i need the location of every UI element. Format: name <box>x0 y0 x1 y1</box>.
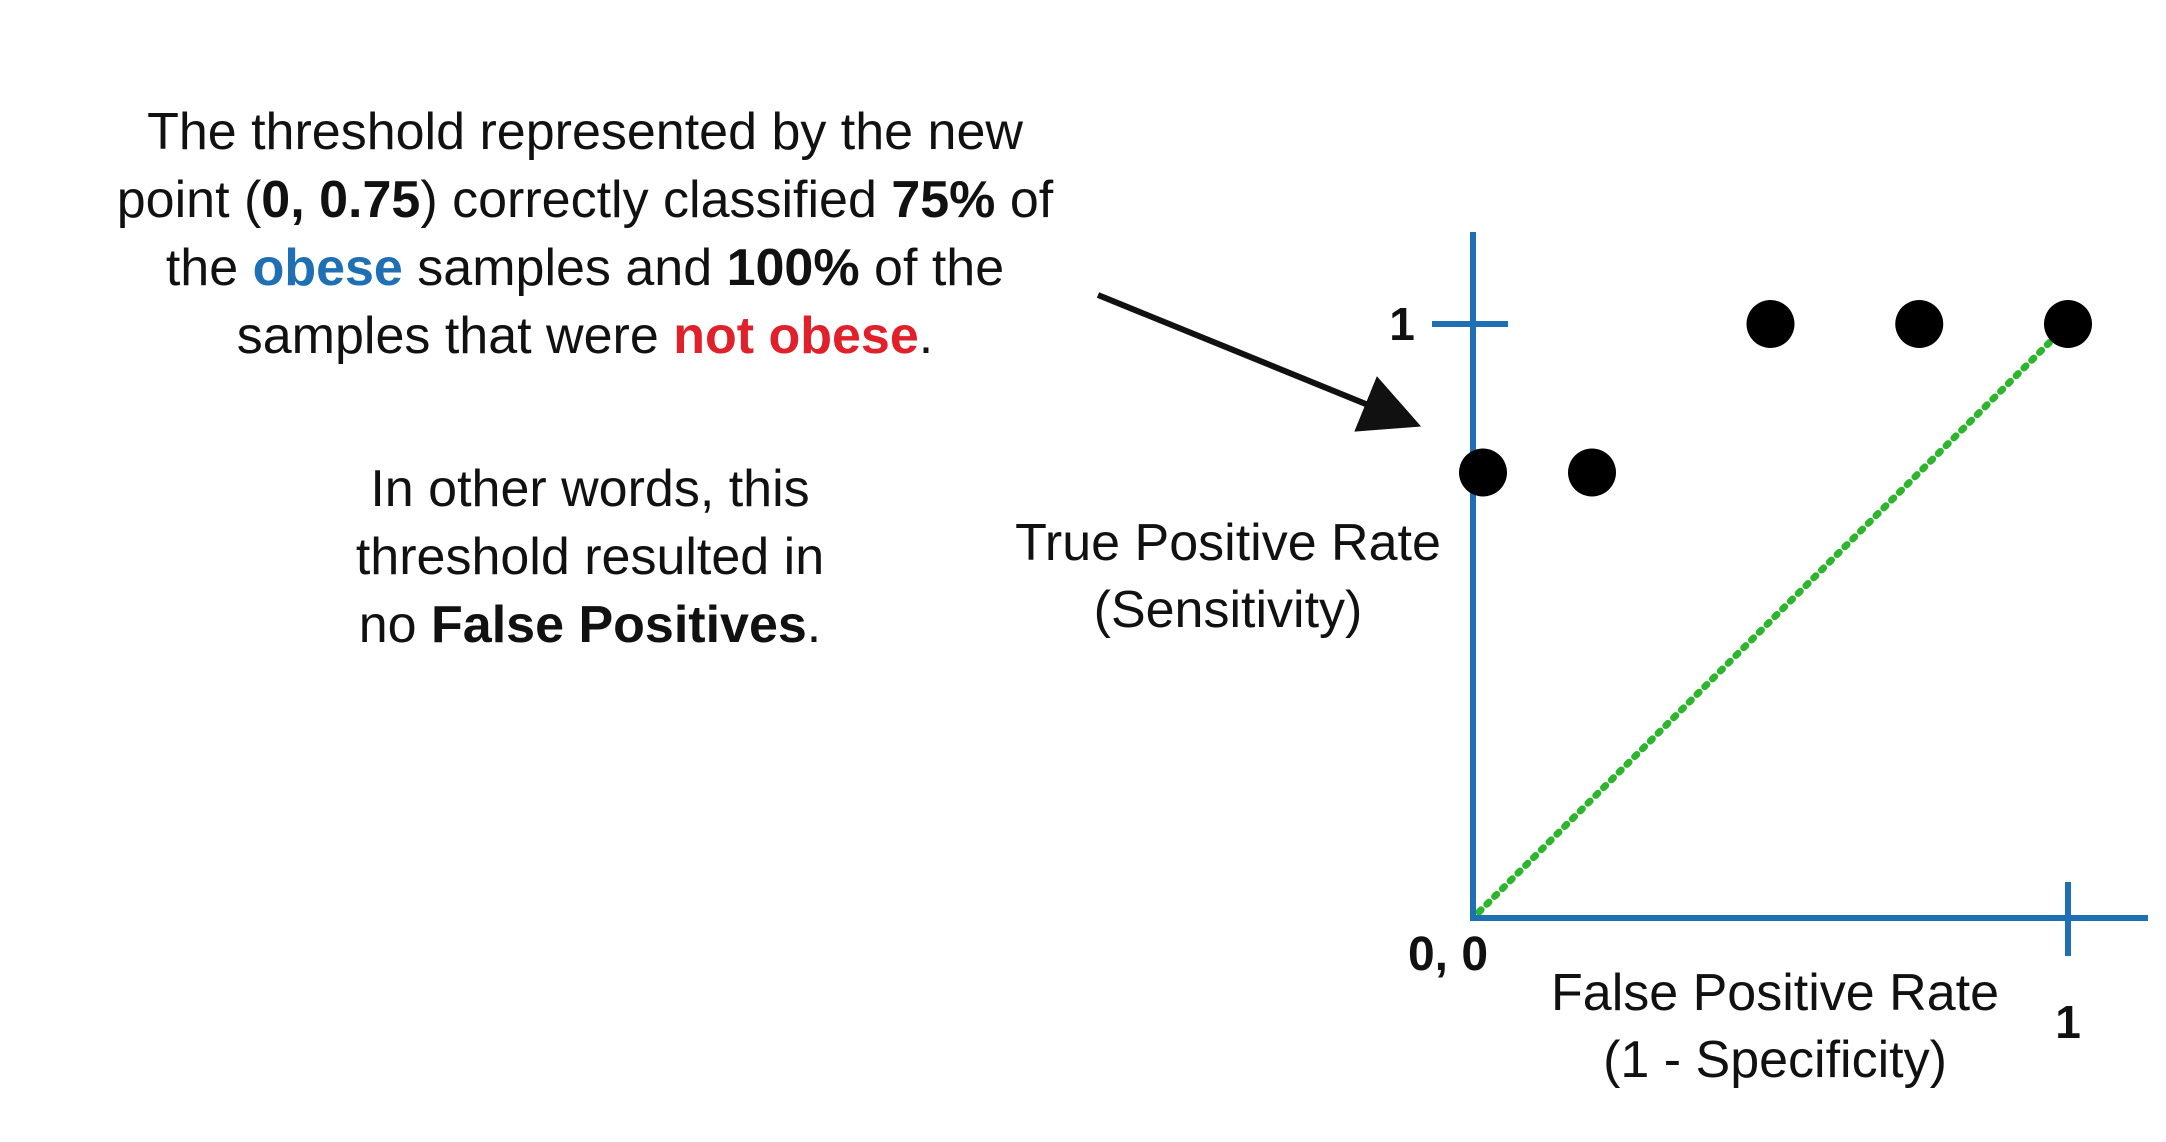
y-axis-label-line-1: True Positive Rate <box>1015 514 1441 572</box>
caption-text: . <box>918 307 934 365</box>
obese-label: obese <box>252 239 403 297</box>
points-layer <box>1459 300 2092 497</box>
caption-text: ) correctly classified <box>420 171 892 229</box>
percent-obese: 75% <box>891 171 996 229</box>
caption-text: point ( <box>116 171 262 229</box>
not-obese-label: not obese <box>673 307 919 365</box>
caption-text: samples that were <box>236 307 674 365</box>
caption-text: The threshold represented by the new <box>147 103 1023 161</box>
data-point <box>1459 448 1507 497</box>
x-axis-label-line-2: (1 - Specificity) <box>1603 1031 1947 1089</box>
y-axis-label-line-2: (Sensitivity) <box>1094 581 1363 639</box>
caption-text: samples and <box>402 239 727 297</box>
caption-text: of the <box>859 239 1005 297</box>
caption-bottom-line-3: no False Positives. <box>290 591 890 659</box>
caption-bottom: In other words, this threshold resulted … <box>290 455 890 659</box>
data-point <box>1568 448 1616 497</box>
caption-bottom-line-2: threshold resulted in <box>355 528 825 586</box>
data-point <box>2044 300 2092 348</box>
data-point <box>1746 300 1795 348</box>
caption-top-line-2: point (0, 0.75) correctly classified 75%… <box>50 166 1120 234</box>
caption-bottom-line-1: In other words, this <box>370 460 810 518</box>
caption-top-line-3: the obese samples and 100% of the <box>50 234 1120 302</box>
caption-top-line-4: samples that were not obese. <box>50 302 1120 370</box>
caption-text: of <box>995 171 1054 229</box>
annotation-arrow <box>1096 292 1422 432</box>
caption-text: the <box>165 239 253 297</box>
point-coordinate: 0, 0.75 <box>261 171 421 229</box>
caption-text: no <box>358 596 432 654</box>
diagonal-reference-line <box>1475 320 2072 916</box>
origin-label: 0, 0 <box>1408 928 1488 981</box>
x-tick-label: 1 <box>2055 996 2081 1048</box>
false-positives-label: False Positives <box>431 596 807 654</box>
diagonal-layer <box>1475 320 2072 916</box>
axes-layer <box>1432 232 2148 956</box>
caption-text: . <box>806 596 822 654</box>
caption-top: The threshold represented by the new poi… <box>50 98 1120 370</box>
x-axis-label-line-1: False Positive Rate <box>1551 964 1999 1022</box>
y-tick-label: 1 <box>1389 298 1415 350</box>
percent-not-obese: 100% <box>726 239 860 297</box>
data-point <box>1895 300 1944 348</box>
caption-top-line-1: The threshold represented by the new <box>50 98 1120 166</box>
